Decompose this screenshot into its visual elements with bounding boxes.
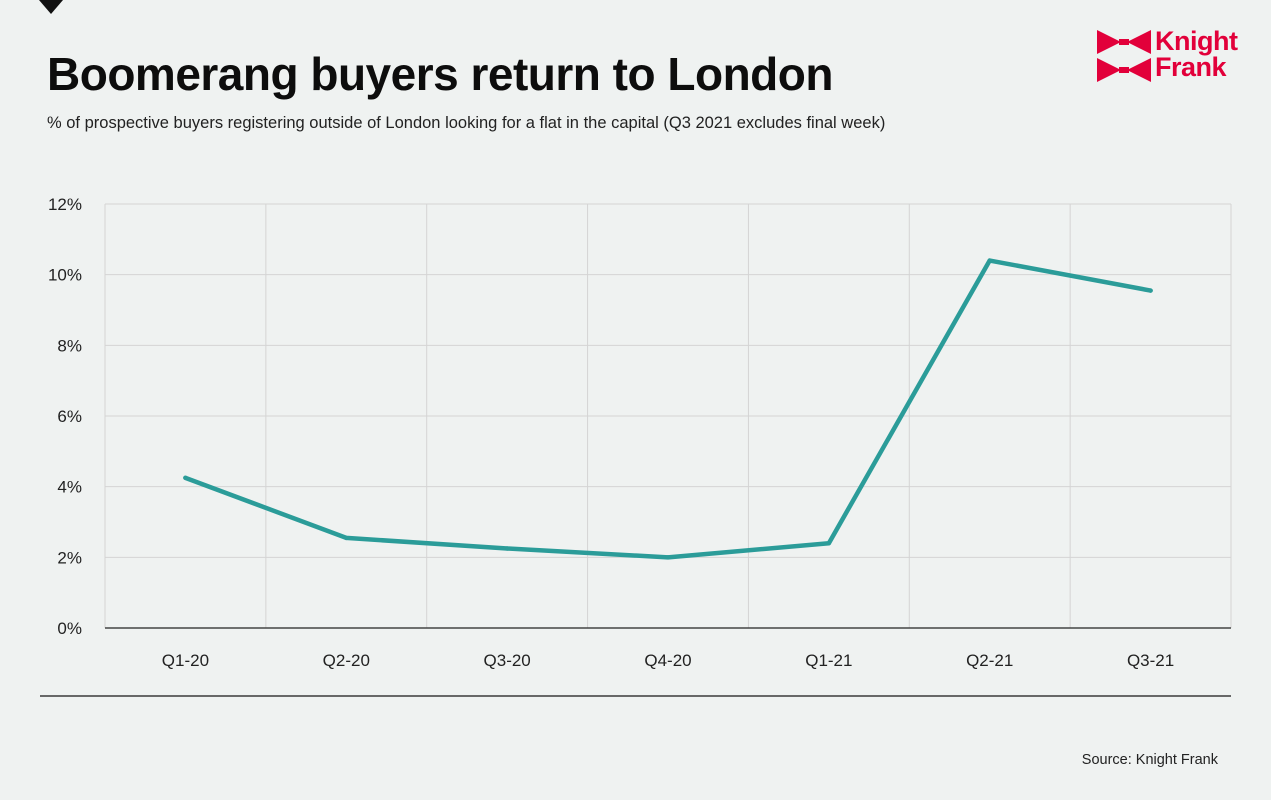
x-tick-label: Q3-21: [1127, 651, 1174, 670]
data-point: [183, 475, 188, 481]
x-tick-label: Q2-21: [966, 651, 1013, 670]
logo-line-1: Knight: [1155, 26, 1238, 56]
data-point: [987, 258, 992, 263]
x-tick-label: Q2-20: [323, 651, 370, 670]
grid-layer: [104, 203, 1232, 628]
data-point: [1148, 288, 1153, 293]
y-tick-label: 12%: [48, 195, 82, 214]
chart-title: Boomerang buyers return to London: [47, 48, 833, 100]
data-point: [665, 555, 671, 560]
source-note: Source: Knight Frank: [1081, 752, 1218, 768]
x-tick-label: Q4-20: [644, 651, 691, 670]
y-tick-label: 10%: [48, 266, 82, 285]
logo-bowtie-icon: [1097, 30, 1151, 82]
logo-line-2: Frank: [1155, 52, 1227, 82]
x-tick-label: Q1-21: [805, 651, 852, 670]
y-tick-label: 0%: [57, 619, 82, 638]
corner-diamond-marker: [39, 0, 63, 14]
x-tick-label: Q3-20: [484, 651, 531, 670]
x-tick-label: Q1-20: [162, 651, 209, 670]
data-point: [504, 546, 510, 551]
y-tick-label: 6%: [57, 407, 82, 426]
series-layer: [183, 258, 1153, 560]
y-tick-label: 8%: [57, 336, 82, 355]
logo-wordmark: Knight Frank: [1155, 26, 1255, 82]
series-line: [183, 258, 1153, 560]
data-point: [344, 535, 349, 541]
data-point: [826, 541, 832, 546]
y-tick-label: 4%: [57, 478, 82, 497]
y-tick-label: 2%: [57, 548, 82, 567]
tick-label-layer: 0% 2% 4% 6% 8% 10% 12% Q1-20 Q2-20 Q3-20 Q4-20 Q1-2…: [48, 195, 1174, 670]
chart-subtitle: % of prospective buyers registering outs…: [47, 114, 886, 132]
